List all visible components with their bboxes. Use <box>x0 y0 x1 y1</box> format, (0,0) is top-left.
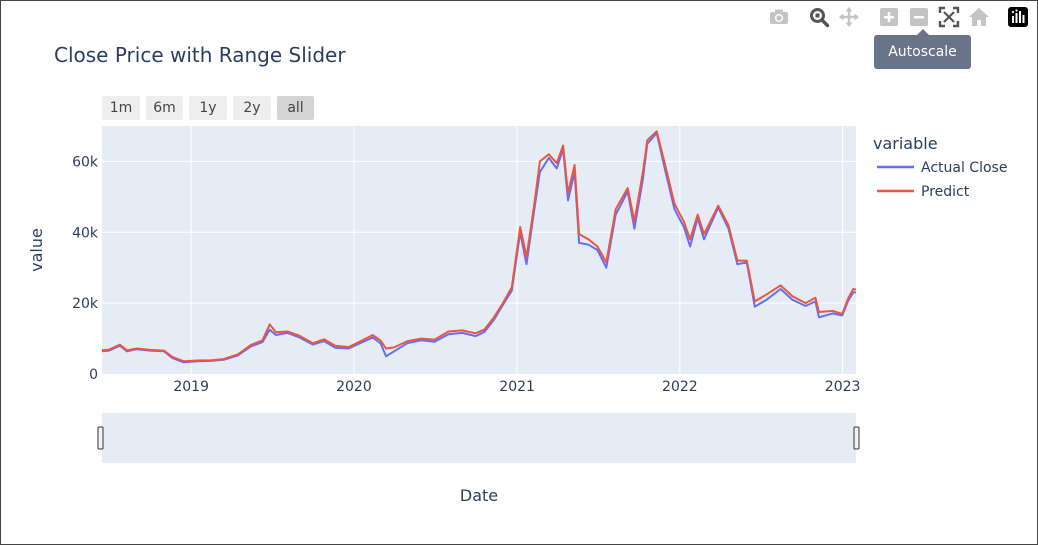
zoom-out-icon[interactable] <box>908 6 930 28</box>
x-tick-label: 2023 <box>825 379 861 395</box>
legend-item-actual-close[interactable]: Actual Close <box>921 160 1007 176</box>
y-tick-label: 60k <box>72 154 99 170</box>
x-tick-label: 2022 <box>662 379 698 395</box>
autoscale-tooltip: Autoscale <box>874 29 971 69</box>
range-slider-right-handle[interactable] <box>853 426 860 450</box>
y-axis-label: value <box>27 228 46 272</box>
range-6m-button[interactable]: 6m <box>146 96 183 120</box>
x-tick-label: 2019 <box>173 379 209 395</box>
plot-area <box>102 126 856 374</box>
camera-icon[interactable] <box>768 6 790 28</box>
zoom-icon[interactable] <box>808 6 830 28</box>
x-axis-label: Date <box>460 486 498 505</box>
zoom-in-icon[interactable] <box>878 6 900 28</box>
range-all-button[interactable]: all <box>277 96 314 120</box>
y-tick-label: 0 <box>89 367 98 383</box>
range-1y-button[interactable]: 1y <box>189 96 227 120</box>
legend-item-predict[interactable]: Predict <box>921 184 970 200</box>
x-tick-label: 2021 <box>499 379 535 395</box>
range-1m-button[interactable]: 1m <box>102 96 140 120</box>
legend-title: variable <box>873 134 938 153</box>
autoscale-icon[interactable] <box>938 6 960 28</box>
range-2y-button[interactable]: 2y <box>233 96 271 120</box>
x-tick-label: 2020 <box>336 379 372 395</box>
y-tick-label: 40k <box>72 225 99 241</box>
plotly-logo-icon[interactable] <box>1007 6 1029 28</box>
reset-axes-icon[interactable] <box>968 6 990 28</box>
range-slider[interactable] <box>102 413 856 463</box>
y-tick-label: 20k <box>72 296 99 312</box>
range-slider-left-handle[interactable] <box>97 426 104 450</box>
pan-icon[interactable] <box>838 6 860 28</box>
chart-title: Close Price with Range Slider <box>54 43 346 67</box>
